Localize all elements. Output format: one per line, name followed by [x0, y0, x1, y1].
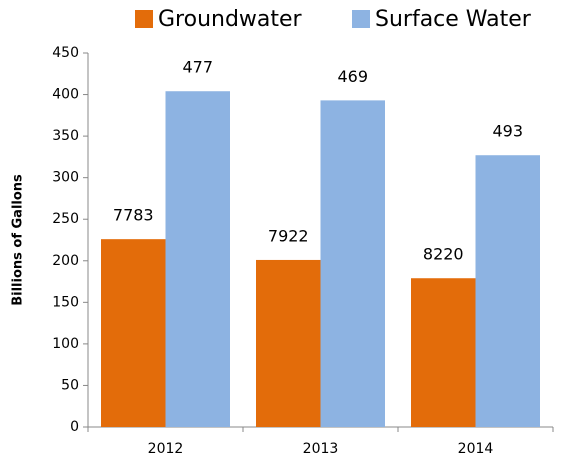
x-tick-label: 2012	[148, 441, 184, 457]
bar-annotation: 477	[182, 58, 213, 77]
bar-annotation: 493	[492, 122, 523, 141]
y-tick-label: 300	[52, 170, 79, 186]
legend-label: Groundwater	[158, 7, 303, 32]
legend-swatch	[135, 10, 153, 28]
bar-annotation: 7783	[113, 206, 154, 225]
bar	[475, 155, 540, 427]
y-tick-label: 150	[52, 294, 79, 310]
y-tick-label: 100	[52, 336, 79, 352]
bar	[101, 239, 166, 427]
bar	[320, 100, 385, 427]
y-axis-title: Billions of Gallons	[11, 174, 26, 306]
bar-annotation: 469	[337, 67, 368, 86]
y-tick-label: 200	[52, 253, 79, 269]
x-tick-label: 2014	[458, 441, 494, 457]
y-tick-label: 250	[52, 211, 79, 227]
y-tick-label: 450	[52, 45, 79, 61]
y-tick-label: 0	[70, 419, 79, 435]
bar	[256, 259, 321, 427]
y-tick-label: 400	[52, 87, 79, 103]
y-tick-label: 50	[61, 377, 79, 393]
y-tick-label: 350	[52, 128, 79, 144]
legend-label: Surface Water	[375, 7, 532, 32]
x-tick-label: 2013	[303, 441, 339, 457]
legend-swatch	[352, 10, 370, 28]
bar	[165, 91, 230, 427]
bar-annotation: 7922	[268, 226, 309, 245]
bar-annotation: 8220	[423, 245, 464, 264]
bar	[411, 278, 476, 427]
